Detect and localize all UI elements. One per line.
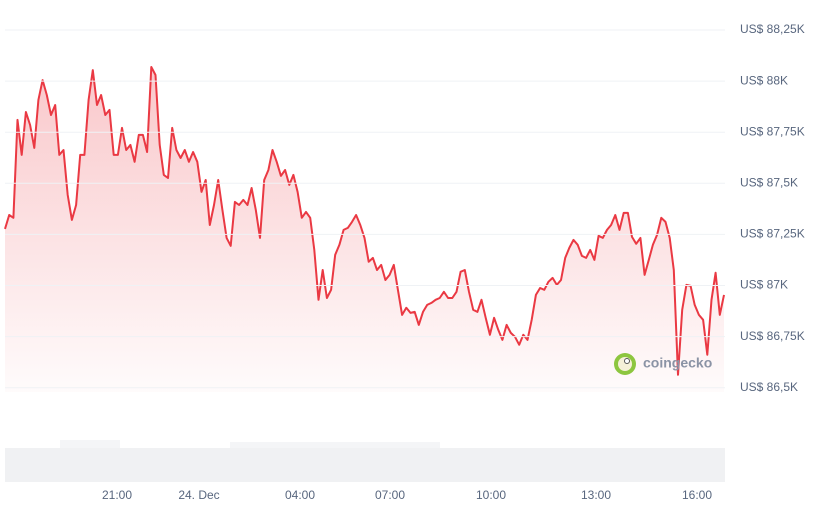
price-line [4,66,725,376]
y-axis: US$ 86,5K US$ 86,75K US$ 87K US$ 87,25K US$ … [5,22,805,394]
x-tick-label: 24. Dec [178,488,219,502]
volume-band [5,440,725,482]
x-tick-label: 13:00 [581,488,611,502]
y-tick-label: US$ 87,25K [740,227,805,241]
y-tick-label: US$ 87,5K [740,175,798,189]
price-series [4,66,725,392]
x-tick-label: 07:00 [375,488,405,502]
x-tick-label: 04:00 [285,488,315,502]
y-tick-label: US$ 86,75K [740,329,805,343]
watermark: coingecko [614,353,712,375]
y-tick-label: US$ 88,25K [740,22,805,36]
y-tick-label: US$ 87,75K [740,124,805,138]
x-axis: 21:00 24. Dec 04:00 07:00 10:00 13:00 16:00 [102,488,712,502]
y-tick-label: US$ 86,5K [740,380,798,394]
y-tick-label: US$ 87K [740,278,788,292]
x-tick-label: 21:00 [102,488,132,502]
watermark-text: coingecko [643,355,712,371]
x-tick-label: 10:00 [476,488,506,502]
x-tick-label: 16:00 [682,488,712,502]
y-tick-label: US$ 88K [740,73,788,87]
price-area [5,67,724,392]
